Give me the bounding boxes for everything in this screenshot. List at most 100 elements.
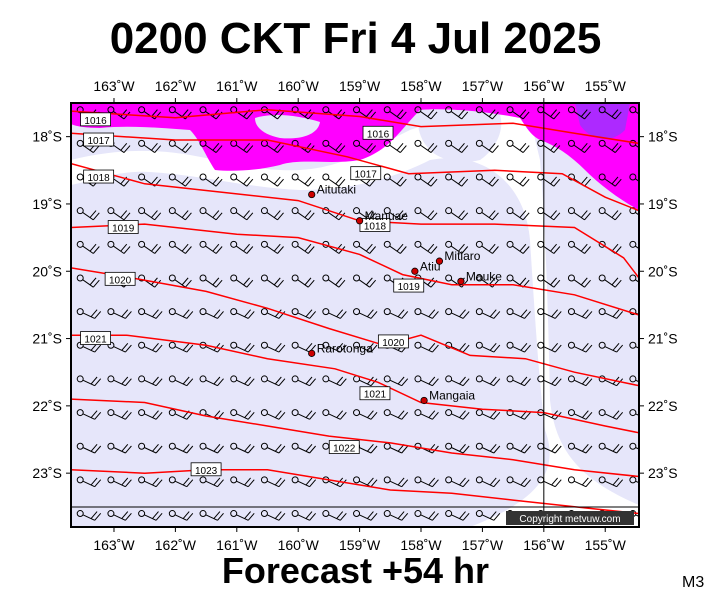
wind-barb: [629, 375, 639, 383]
wind-barb: [445, 106, 469, 120]
wind-barb: [291, 341, 317, 353]
wind-barb: [537, 207, 561, 221]
svg-text:1017: 1017: [88, 136, 111, 147]
wind-barb: [445, 510, 470, 521]
wind-barb: [383, 240, 407, 254]
lon-tick-label-bottom: 155˚W: [585, 537, 627, 553]
wind-barb: [168, 341, 194, 353]
lon-tick-label-top: 158˚W: [400, 78, 442, 94]
svg-text:1021: 1021: [364, 390, 387, 401]
wind-barb: [598, 341, 624, 353]
wind-barb: [291, 375, 317, 387]
wind-barb: [383, 409, 409, 420]
svg-text:1017: 1017: [355, 170, 378, 181]
wind-barb: [291, 207, 315, 221]
wind-barb: [107, 375, 132, 387]
place-marker: Atiu: [411, 259, 441, 275]
wind-barb: [230, 173, 254, 187]
wind-barb: [445, 409, 470, 420]
wind-barb: [506, 207, 530, 221]
isobar-line: [71, 108, 639, 145]
wind-barb: [353, 308, 378, 319]
wind-barb: [353, 409, 378, 420]
wind-barb: [199, 240, 223, 254]
wind-barb: [76, 207, 100, 221]
wind-barb: [445, 240, 469, 254]
wind-barb: [567, 274, 591, 288]
wind-barb: [260, 173, 284, 187]
wind-barb: [475, 173, 499, 187]
wind-barb: [537, 442, 562, 454]
wind-barb: [383, 106, 407, 120]
lon-tick-label-bottom: 158˚W: [400, 537, 442, 553]
svg-text:Mauke: Mauke: [466, 269, 502, 283]
place-marker: Manuae: [356, 209, 409, 225]
wind-barb: [107, 442, 132, 454]
wind-barb: [138, 308, 163, 319]
wind-barb: [567, 139, 591, 153]
svg-text:Rarotonga: Rarotonga: [317, 341, 373, 355]
wind-barb: [537, 173, 561, 187]
lat-tick-label-left: 21˚S: [32, 331, 62, 347]
isobar-label: 1021: [80, 331, 111, 346]
wind-barb: [506, 173, 530, 187]
wind-barb: [598, 207, 622, 221]
wind-barb: [230, 375, 255, 387]
wind-barb: [260, 207, 284, 221]
wind-barb: [567, 409, 593, 420]
wind-barb: [230, 510, 255, 521]
svg-text:1019: 1019: [398, 282, 421, 293]
wind-barb: [629, 274, 639, 283]
wind-barb: [567, 476, 593, 488]
wind-barb: [76, 442, 102, 454]
isobar-label: 1017: [350, 166, 382, 181]
wind-barb: [76, 240, 100, 254]
wind-barb: [445, 173, 469, 187]
copyright-box: Copyright metvuw.com: [506, 511, 634, 525]
wind-barb: [199, 308, 224, 319]
lat-tick-label-right: 22˚S: [648, 398, 678, 414]
lat-tick-label-left: 20˚S: [32, 263, 62, 279]
wind-barb: [168, 173, 192, 187]
wind-barb: [567, 207, 591, 221]
wind-barb: [168, 274, 192, 288]
place-marker: Mitiaro: [435, 249, 481, 265]
wind-barb: [291, 510, 317, 521]
wind-barb: [230, 240, 254, 254]
wind-barb: [383, 375, 409, 387]
wind-barb: [445, 308, 470, 319]
isobar-label: 1018: [83, 169, 115, 184]
wind-barb: [260, 409, 286, 420]
wind-barb: [168, 476, 194, 488]
wind-barb: [138, 207, 162, 221]
wind-barb: [353, 240, 377, 254]
lat-tick-label-left: 23˚S: [32, 465, 62, 481]
wind-barb: [168, 308, 194, 319]
lon-tick-label-top: 163˚W: [93, 78, 135, 94]
axis-ticks: 163˚W 163˚W 162˚W 162˚W 161˚W 161˚W 160˚W 160˚W…: [32, 78, 677, 553]
wind-barb: [445, 442, 470, 454]
isobar-line: [71, 132, 639, 212]
lat-tick-label-left: 22˚S: [32, 398, 62, 414]
wind-barb: [230, 476, 255, 488]
wind-barb: [414, 106, 438, 120]
wind-barb: [199, 274, 223, 288]
wind-barb: [383, 308, 409, 319]
wind-barb: [168, 510, 194, 521]
wind-barb: [322, 375, 347, 387]
isobar-label: 1019: [107, 220, 139, 235]
wind-barb: [353, 341, 378, 353]
wind-barb: [598, 274, 622, 288]
wind-barb: [383, 139, 407, 153]
wind-barb: [260, 476, 286, 488]
wind-barb: [291, 476, 317, 488]
lon-tick-label-top: 157˚W: [462, 78, 504, 94]
wind-barb: [107, 308, 132, 319]
svg-text:Manuae: Manuae: [365, 209, 409, 223]
wind-barb: [506, 240, 530, 254]
wind-barb: [567, 442, 593, 454]
isobar-line: [71, 334, 639, 434]
lon-tick-label-bottom: 156˚W: [523, 537, 565, 553]
wind-barb: [353, 510, 378, 521]
